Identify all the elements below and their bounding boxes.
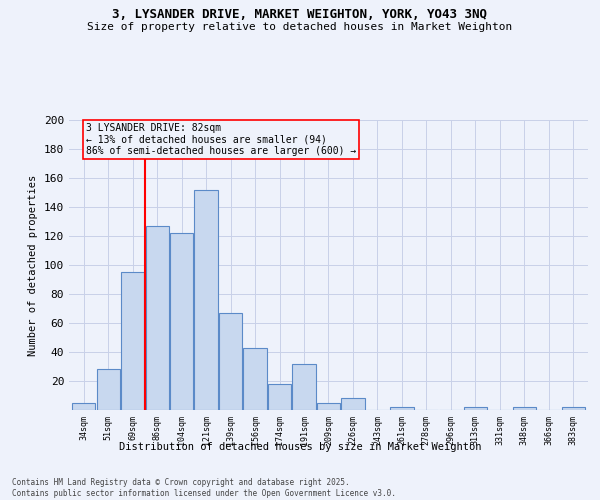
Text: 3, LYSANDER DRIVE, MARKET WEIGHTON, YORK, YO43 3NQ: 3, LYSANDER DRIVE, MARKET WEIGHTON, YORK… [113,8,487,20]
Bar [513,407,536,410]
Bar [562,407,585,410]
Text: 3 LYSANDER DRIVE: 82sqm
← 13% of detached houses are smaller (94)
86% of semi-de: 3 LYSANDER DRIVE: 82sqm ← 13% of detache… [86,123,356,156]
Bar [194,190,218,410]
Bar [121,272,144,410]
Bar [244,348,266,410]
Text: Distribution of detached houses by size in Market Weighton: Distribution of detached houses by size … [119,442,481,452]
Bar [219,313,242,410]
Bar [341,398,365,410]
Bar [317,403,340,410]
Bar [292,364,316,410]
Text: Size of property relative to detached houses in Market Weighton: Size of property relative to detached ho… [88,22,512,32]
Bar [268,384,291,410]
Text: Contains HM Land Registry data © Crown copyright and database right 2025.
Contai: Contains HM Land Registry data © Crown c… [12,478,396,498]
Bar [391,407,413,410]
Bar [72,403,95,410]
Bar [464,407,487,410]
Y-axis label: Number of detached properties: Number of detached properties [28,174,38,356]
Bar [170,233,193,410]
Bar [97,370,120,410]
Bar [146,226,169,410]
